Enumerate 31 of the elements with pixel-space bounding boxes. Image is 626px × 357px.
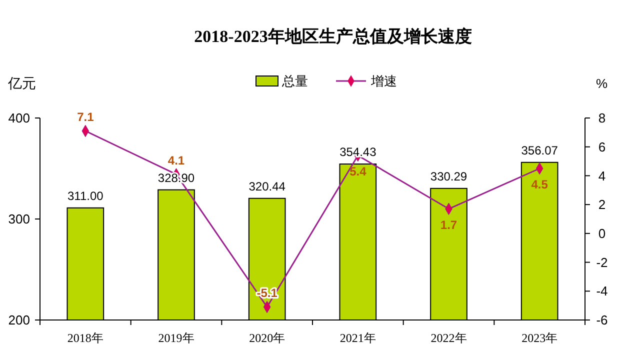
legend-label: 总量	[281, 74, 308, 89]
y2-tick-label: 0	[598, 226, 606, 241]
chart-title: 2018-2023年地区生产总值及增长速度	[194, 27, 472, 46]
data-label: 1.7	[440, 218, 458, 232]
x-tick-label: 2022年	[430, 331, 467, 345]
y-tick-label: 200	[8, 312, 30, 328]
x-tick-label: 2019年	[158, 331, 194, 345]
y2-tick-label: 4	[598, 168, 606, 184]
data-label: 311.00	[68, 188, 104, 203]
data-label: 320.44	[248, 179, 286, 194]
y-axis-title: 亿元	[7, 75, 36, 91]
data-label: 5.4	[350, 164, 367, 179]
x-tick-label: 2018年	[67, 331, 104, 345]
y2-tick-label: 8	[598, 110, 606, 126]
y2-tick-label: -6	[596, 312, 608, 328]
y2-tick-label: 6	[598, 139, 606, 154]
y2-tick-label: 2	[598, 197, 606, 212]
y2-axis-title: %	[596, 76, 608, 91]
data-label: 4.5	[531, 178, 548, 192]
data-label: 330.29	[430, 169, 468, 184]
x-tick-label: 2023年	[522, 331, 558, 345]
y-tick-label: 300	[8, 212, 30, 227]
y2-tick-label: -2	[596, 254, 608, 270]
legend-label: 增速	[370, 74, 397, 89]
y-tick-label: 400	[8, 110, 30, 126]
data-label: 7.1	[77, 110, 94, 124]
x-tick-label: 2021年	[340, 331, 376, 345]
data-label: 356.07	[521, 143, 558, 158]
y2-tick-label: -4	[596, 284, 608, 299]
x-tick-label: 2020年	[249, 331, 286, 345]
data-label: 4.1	[168, 153, 185, 168]
